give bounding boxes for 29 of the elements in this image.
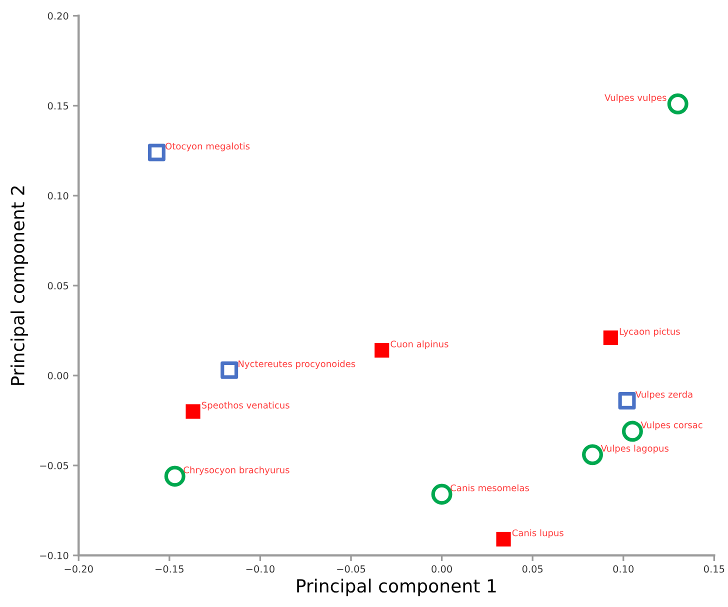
y-tick-label: 0.05: [48, 282, 68, 290]
y-tick-label: 0.15: [48, 102, 68, 110]
annotation: Vulpes lagopus: [600, 444, 669, 454]
x-tick-label: 0.05: [522, 565, 543, 573]
annotation: Vulpes vulpes: [604, 94, 666, 103]
x-tick-label: 0.10: [613, 565, 634, 573]
x-tick-label: 0.00: [432, 565, 452, 573]
x-tick-label: −0.05: [337, 565, 366, 573]
annotation: Vulpes zerda: [635, 390, 692, 400]
y-tick-label: −0.10: [40, 552, 68, 560]
annotation: Canis lupus: [512, 529, 564, 538]
annotation: Canis mesomelas: [450, 484, 529, 492]
annotation: Speothos venaticus: [202, 402, 290, 410]
x-tick-label: 0.15: [704, 565, 724, 573]
annotation: Cuon alpinus: [390, 340, 448, 350]
y-tick-label: 0.00: [48, 372, 68, 380]
annotation: Vulpes corsac: [640, 421, 702, 430]
x-tick-label: −0.20: [64, 565, 93, 573]
annotation: Chrysocyon brachyurus: [184, 466, 290, 476]
annotation: Otocyon megalotis: [166, 142, 250, 152]
x-tick-label: −0.10: [246, 565, 274, 573]
x-axis-title: Principal component 1: [297, 578, 496, 596]
annotation: Lycaon pictus: [620, 328, 680, 337]
y-tick-label: 0.20: [48, 12, 68, 20]
y-tick-label: 0.10: [48, 192, 68, 200]
x-tick-label: −0.15: [156, 565, 184, 573]
annotation: Nyctereutes procyonoides: [238, 360, 356, 369]
y-tick-label: −0.05: [40, 462, 68, 470]
y-axis-title: Principal component 2: [10, 186, 28, 385]
